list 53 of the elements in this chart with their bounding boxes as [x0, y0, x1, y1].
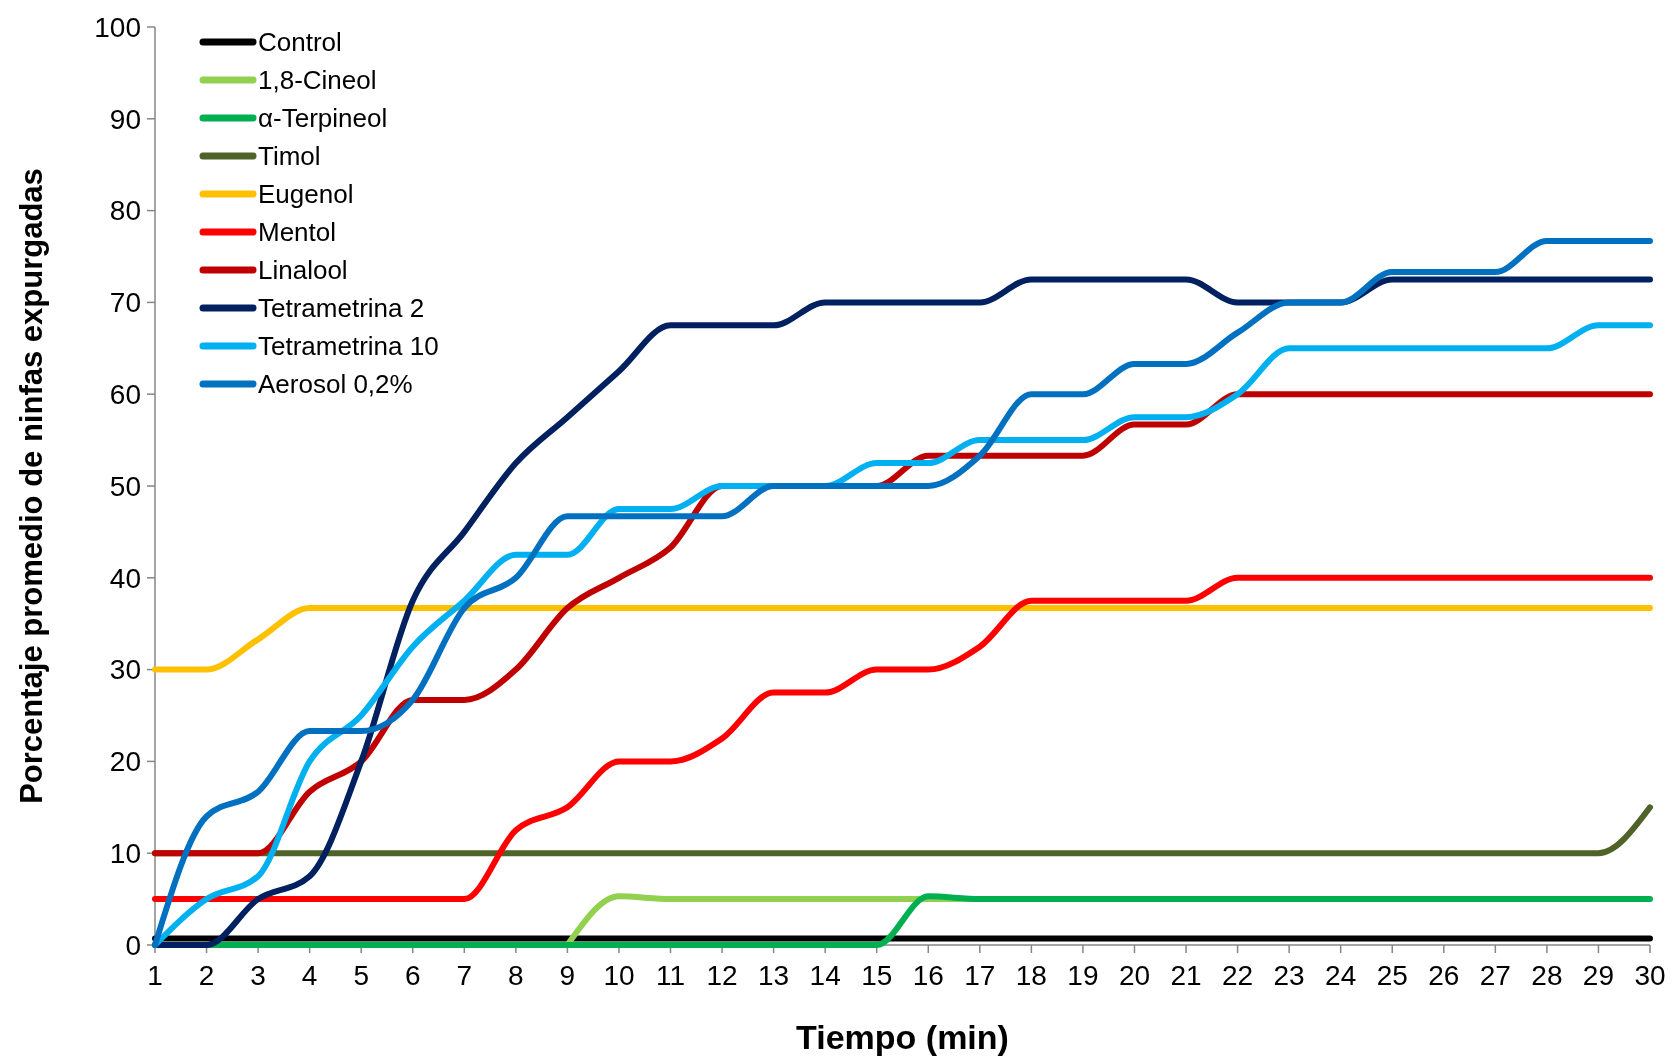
x-axis-title: Tiempo (min) [796, 1018, 1009, 1056]
legend-label: Mentol [258, 217, 337, 248]
x-tick-label: 9 [559, 960, 576, 991]
x-tick-label: 27 [1479, 960, 1511, 991]
legend-label: 1,8-Cineol [258, 65, 377, 96]
y-tick-label: 70 [109, 287, 141, 319]
x-tick-label: 4 [301, 960, 318, 991]
y-tick-label: 10 [109, 838, 141, 869]
x-tick-label: 14 [809, 960, 841, 991]
y-axis-title: Porcentaje promedio de ninfas expurgadas [14, 168, 49, 804]
y-tick-label: 90 [109, 103, 141, 135]
x-tick-label: 13 [758, 960, 790, 991]
x-tick-label: 2 [198, 960, 215, 991]
y-tick-label: 40 [109, 562, 141, 594]
legend-label: Tetrametrina 2 [258, 293, 425, 324]
legend-label: Control [258, 27, 342, 58]
x-tick-label: 11 [655, 960, 686, 991]
x-tick-label: 1 [147, 960, 163, 991]
legend-label: Aerosol 0,2% [258, 369, 413, 400]
x-tick-label: 23 [1273, 960, 1305, 991]
legend-label: Eugenol [258, 179, 354, 210]
y-tick-label: 0 [125, 929, 141, 961]
legend-label: Tetrametrina 10 [258, 331, 439, 362]
x-tick-label: 21 [1170, 960, 1202, 991]
x-tick-label: 6 [404, 960, 421, 991]
x-tick-label: 12 [706, 960, 738, 991]
x-tick-label: 26 [1428, 960, 1460, 991]
x-tick-label: 20 [1118, 960, 1151, 991]
x-tick-label: 30 [1634, 960, 1666, 991]
y-tick-label: 100 [94, 11, 141, 43]
x-tick-label: 10 [603, 960, 635, 991]
x-tick-label: 29 [1582, 960, 1615, 991]
x-tick-label: 8 [508, 960, 524, 991]
y-tick-label: 30 [109, 654, 141, 686]
x-tick-label: 24 [1325, 960, 1357, 991]
y-tick-label: 20 [109, 746, 141, 778]
legend-label: Timol [258, 141, 321, 172]
legend-label: α-Terpineol [258, 103, 388, 134]
legend-label: Linalool [258, 255, 348, 286]
y-tick-label: 80 [109, 195, 141, 227]
x-tick-label: 3 [250, 960, 266, 991]
x-tick-label: 19 [1067, 960, 1099, 991]
x-tick-label: 7 [456, 960, 473, 991]
x-tick-label: 18 [1015, 960, 1047, 991]
x-tick-label: 5 [353, 960, 369, 991]
x-tick-label: 22 [1222, 960, 1254, 991]
x-tick-label: 16 [912, 960, 944, 991]
x-tick-label: 25 [1376, 960, 1408, 991]
x-tick-label: 15 [861, 960, 893, 991]
y-tick-label: 60 [109, 379, 141, 410]
x-tick-label: 28 [1531, 960, 1563, 991]
y-tick-label: 50 [109, 470, 141, 502]
x-tick-label: 17 [964, 960, 996, 991]
